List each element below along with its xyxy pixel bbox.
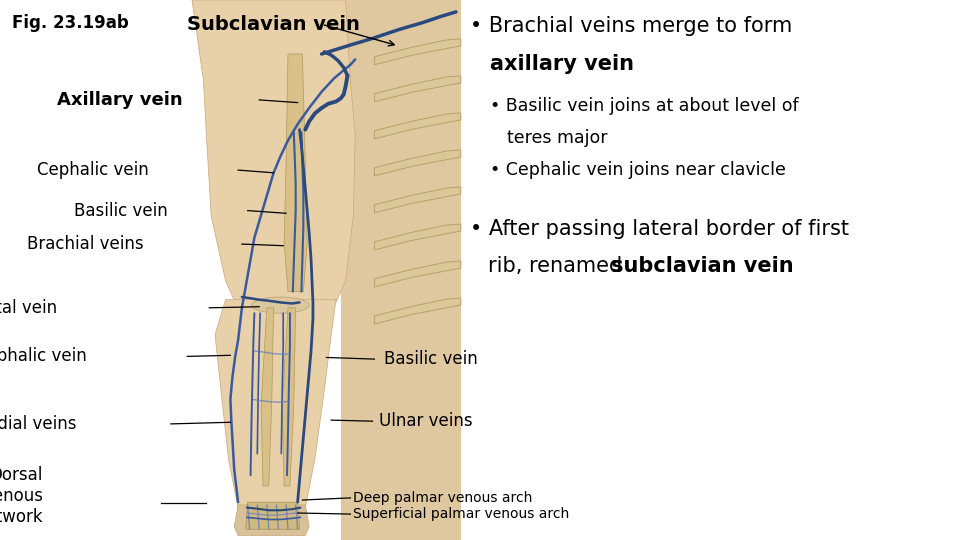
Text: • Brachial veins merge to form: • Brachial veins merge to form	[470, 16, 793, 36]
Text: axillary vein: axillary vein	[490, 54, 634, 74]
Polygon shape	[374, 261, 461, 287]
Polygon shape	[261, 308, 274, 486]
Polygon shape	[246, 502, 300, 529]
Text: Brachial veins: Brachial veins	[28, 235, 144, 253]
Text: Fig. 23.19ab: Fig. 23.19ab	[12, 14, 129, 31]
Text: subclavian vein: subclavian vein	[611, 256, 793, 276]
Polygon shape	[282, 308, 296, 486]
Text: Median cubital vein: Median cubital vein	[0, 299, 58, 317]
Polygon shape	[374, 113, 461, 139]
Polygon shape	[374, 187, 461, 213]
Polygon shape	[234, 505, 309, 536]
Text: • After passing lateral border of first: • After passing lateral border of first	[470, 219, 850, 239]
Text: Basilic vein: Basilic vein	[384, 350, 478, 368]
Text: Radial veins: Radial veins	[0, 415, 77, 433]
Polygon shape	[374, 76, 461, 102]
Polygon shape	[284, 54, 307, 292]
Polygon shape	[341, 0, 461, 540]
Text: Axillary vein: Axillary vein	[57, 91, 182, 109]
Polygon shape	[374, 224, 461, 250]
Polygon shape	[374, 39, 461, 65]
Text: • Cephalic vein joins near clavicle: • Cephalic vein joins near clavicle	[490, 161, 785, 179]
Ellipse shape	[252, 297, 309, 313]
Polygon shape	[215, 300, 336, 508]
Text: Basilic vein: Basilic vein	[74, 201, 168, 220]
Text: Cephalic vein: Cephalic vein	[37, 161, 149, 179]
Text: Deep palmar venous arch: Deep palmar venous arch	[353, 491, 533, 505]
Text: Subclavian vein: Subclavian vein	[187, 15, 360, 34]
Text: teres major: teres major	[507, 129, 608, 146]
Text: • Basilic vein joins at about level of: • Basilic vein joins at about level of	[490, 97, 798, 115]
Text: rib, renamed: rib, renamed	[488, 256, 629, 276]
Text: Superficial palmar venous arch: Superficial palmar venous arch	[353, 507, 569, 521]
Text: Cephalic vein: Cephalic vein	[0, 347, 86, 366]
Polygon shape	[374, 150, 461, 176]
Polygon shape	[192, 0, 355, 302]
Text: Ulnar veins: Ulnar veins	[379, 412, 473, 430]
Polygon shape	[374, 298, 461, 324]
Text: Dorsal
venous
network: Dorsal venous network	[0, 466, 43, 525]
